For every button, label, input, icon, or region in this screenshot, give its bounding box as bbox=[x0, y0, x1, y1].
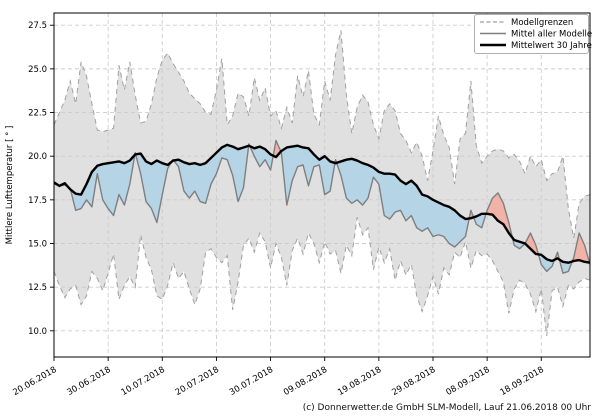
model-mean-line bbox=[53, 139, 591, 274]
plot-frame bbox=[53, 12, 591, 358]
legend-label-1: Modellgrenzen bbox=[511, 18, 573, 28]
legend-label-2: Mittel aller Modelle bbox=[511, 30, 592, 40]
y-tick-label: 22.5 bbox=[28, 109, 47, 119]
y-tick-label: 25.0 bbox=[28, 65, 47, 75]
x-tick-label: 10.07.2018 bbox=[120, 365, 167, 398]
y-tick-label: 27.5 bbox=[28, 21, 47, 31]
x-tick-label: 09.08.2018 bbox=[282, 365, 329, 398]
y-tick-label: 10.0 bbox=[28, 327, 47, 337]
y-axis-label: Mittlere Lufttemperatur [ ° ] bbox=[5, 126, 15, 245]
x-tick-label: 29.08.2018 bbox=[390, 365, 437, 398]
y-tick-label: 12.5 bbox=[28, 283, 47, 293]
copyright-footer: (c) Donnerwetter.de GmbH SLM-Modell, Lau… bbox=[302, 403, 591, 413]
y-tick-label: 17.5 bbox=[28, 196, 47, 206]
x-tick-label: 20.06.2018 bbox=[11, 365, 58, 398]
x-tick-label: 08.09.2018 bbox=[444, 365, 491, 398]
x-tick-label: 19.08.2018 bbox=[336, 365, 383, 398]
y-tick-label: 15.0 bbox=[28, 239, 47, 249]
y-tick-label: 20.0 bbox=[28, 152, 47, 162]
legend: Modellgrenzen Mittel aller ModelleMittelw… bbox=[474, 14, 592, 54]
climate-mean-line bbox=[53, 143, 591, 264]
anomaly-fills bbox=[54, 140, 590, 274]
legend-label-3: Mittelwert 30 Jahre bbox=[511, 41, 592, 51]
x-tick-label: 30.07.2018 bbox=[228, 365, 275, 398]
x-tick-label: 30.06.2018 bbox=[65, 365, 112, 398]
x-tick-label: 18.09.2018 bbox=[499, 365, 546, 398]
model-upper-bound-line bbox=[53, 30, 591, 239]
x-tick-label: 20.07.2018 bbox=[174, 365, 221, 398]
model-lower-bound-line bbox=[53, 217, 591, 337]
